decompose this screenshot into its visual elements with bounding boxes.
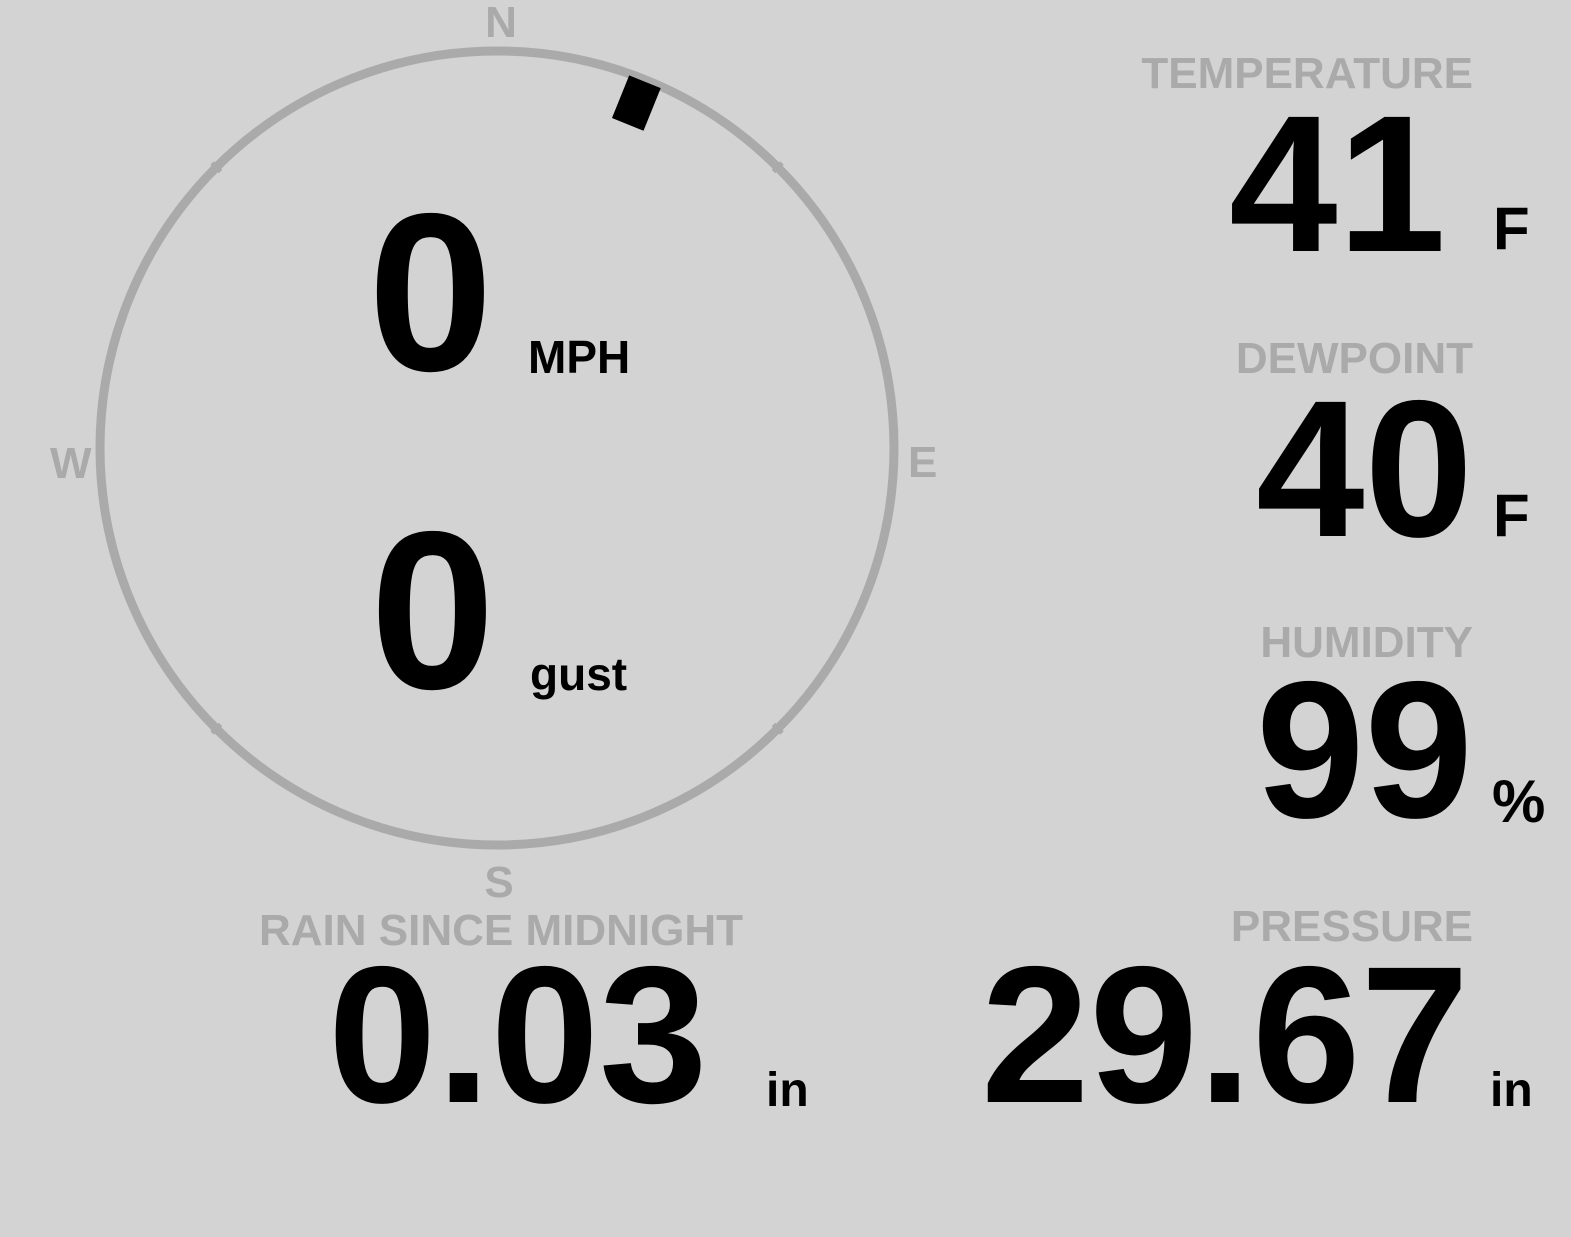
compass-south-label: S <box>484 858 514 907</box>
compass-west-label: W <box>50 439 92 488</box>
rain-value: 0.03 <box>328 926 708 1144</box>
compass-tick <box>771 161 784 174</box>
rain-unit: in <box>766 1064 809 1117</box>
temperature-label: TEMPERATURE <box>1141 49 1473 98</box>
humidity-label: HUMIDITY <box>1260 618 1473 667</box>
dewpoint-label: DEWPOINT <box>1235 334 1473 383</box>
temperature-unit: F <box>1493 195 1530 262</box>
temperature-value: 41 <box>1229 75 1446 293</box>
rain-label: RAIN SINCE MIDNIGHT <box>259 906 743 955</box>
wind-direction-needle <box>611 75 661 131</box>
wind-speed-unit: MPH <box>528 331 631 383</box>
compass-tick <box>771 722 784 735</box>
pressure-unit: in <box>1490 1064 1533 1117</box>
compass-ring <box>95 46 899 850</box>
compass-tick <box>210 722 223 735</box>
pressure-value: 29.67 <box>981 926 1469 1144</box>
wind-gust-label: gust <box>530 648 628 700</box>
humidity-value: 99 <box>1256 641 1473 859</box>
dewpoint-unit: F <box>1493 482 1530 549</box>
compass-tick <box>210 161 223 174</box>
pressure-label: PRESSURE <box>1230 902 1473 951</box>
compass-east-label: E <box>908 438 938 487</box>
compass-north-label: N <box>485 0 517 47</box>
humidity-unit: % <box>1492 768 1546 835</box>
wind-speed-value: 0 <box>368 166 494 418</box>
wind-gust-value: 0 <box>370 484 496 736</box>
dewpoint-value: 40 <box>1256 360 1473 578</box>
